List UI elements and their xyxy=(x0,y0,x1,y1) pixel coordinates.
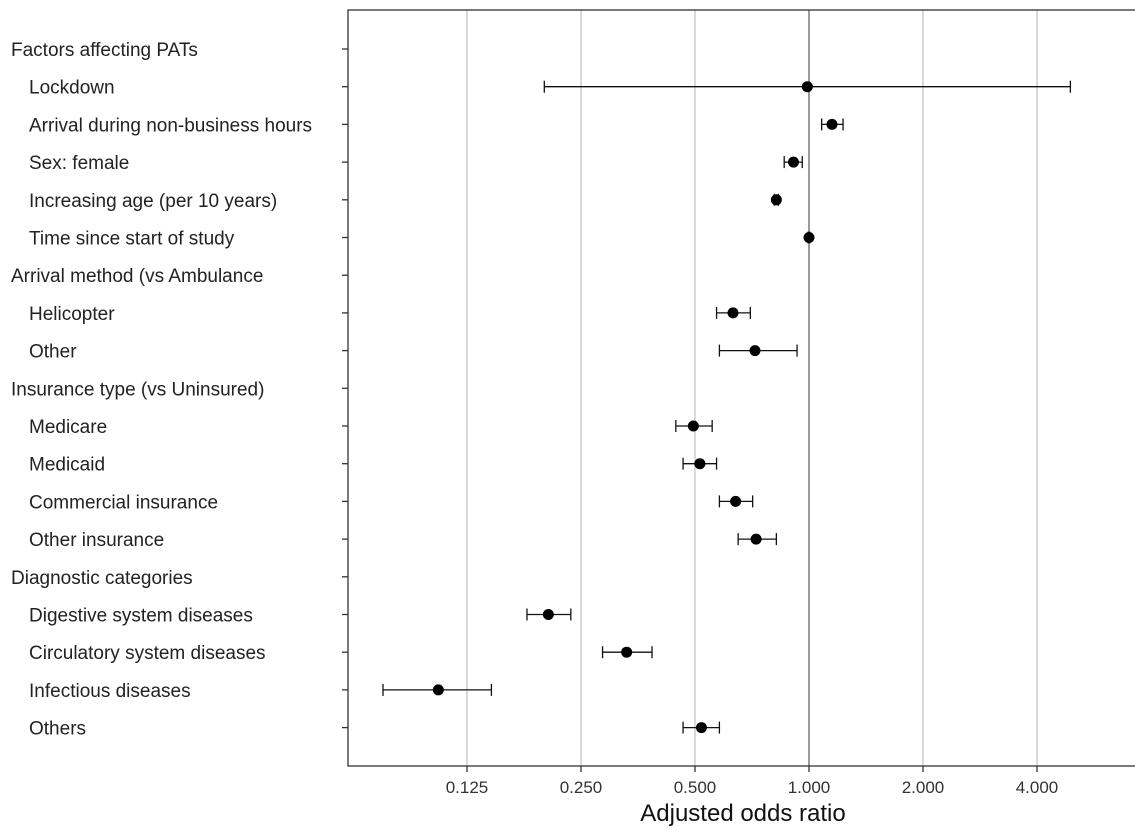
factor-label: Infectious diseases xyxy=(29,681,191,702)
gridlines xyxy=(466,10,1038,766)
y-axis-labels: Factors affecting PATs Lockdown Arrival du… xyxy=(11,40,312,740)
factor-label: Circulatory system diseases xyxy=(29,643,266,664)
odds-ratio-point xyxy=(695,722,707,734)
x-tick-label: 4.000 xyxy=(1016,778,1059,797)
factor-label: Others xyxy=(29,719,86,740)
factor-label: Digestive system diseases xyxy=(29,606,253,627)
factor-label: Time since start of study xyxy=(29,229,235,250)
x-tick-label: 0.250 xyxy=(560,778,603,797)
group-header-label: Insurance type (vs Uninsured) xyxy=(11,379,264,400)
x-tick-label: 0.125 xyxy=(446,778,489,797)
factor-label: Medicare xyxy=(29,417,107,438)
point-estimates xyxy=(432,81,838,734)
odds-ratio-point xyxy=(749,345,761,357)
group-header-label: Factors affecting PATs xyxy=(11,40,198,61)
odds-ratio-point xyxy=(803,232,815,243)
factor-label: Increasing age (per 10 years) xyxy=(29,191,277,212)
factor-label: Sex: female xyxy=(29,153,129,174)
factor-label: Medicaid xyxy=(29,455,105,476)
odds-ratio-point xyxy=(432,684,444,696)
factor-label: Helicopter xyxy=(29,304,115,325)
x-axis-title: Adjusted odds ratio xyxy=(640,800,845,827)
odds-ratio-point xyxy=(770,194,782,206)
x-tick-label: 1.000 xyxy=(788,778,831,797)
x-tick-label: 2.000 xyxy=(902,778,945,797)
factor-label: Other xyxy=(29,342,77,363)
odds-ratio-point xyxy=(687,420,699,432)
odds-ratio-point xyxy=(542,609,554,620)
x-axis-ticks: 0.125 0.250 0.500 1.000 2.000 4.000 xyxy=(446,766,1059,797)
odds-ratio-point xyxy=(826,118,838,130)
odds-ratio-point xyxy=(694,458,706,470)
odds-ratio-point xyxy=(750,533,762,545)
factor-label: Lockdown xyxy=(29,78,115,99)
group-header-label: Arrival method (vs Ambulance xyxy=(11,266,263,287)
factor-label: Commercial insurance xyxy=(29,492,218,513)
factor-label: Other insurance xyxy=(29,530,164,551)
factor-label: Arrival during non-business hours xyxy=(29,115,312,136)
confidence-intervals xyxy=(382,80,1072,734)
odds-ratio-point xyxy=(801,81,813,93)
odds-ratio-point xyxy=(787,156,799,168)
group-header-label: Diagnostic categories xyxy=(11,568,193,589)
x-tick-label: 0.500 xyxy=(674,778,717,797)
y-axis-ticks xyxy=(342,48,348,729)
odds-ratio-point xyxy=(730,495,742,507)
odds-ratio-point xyxy=(727,307,739,319)
odds-ratio-point xyxy=(621,646,633,658)
